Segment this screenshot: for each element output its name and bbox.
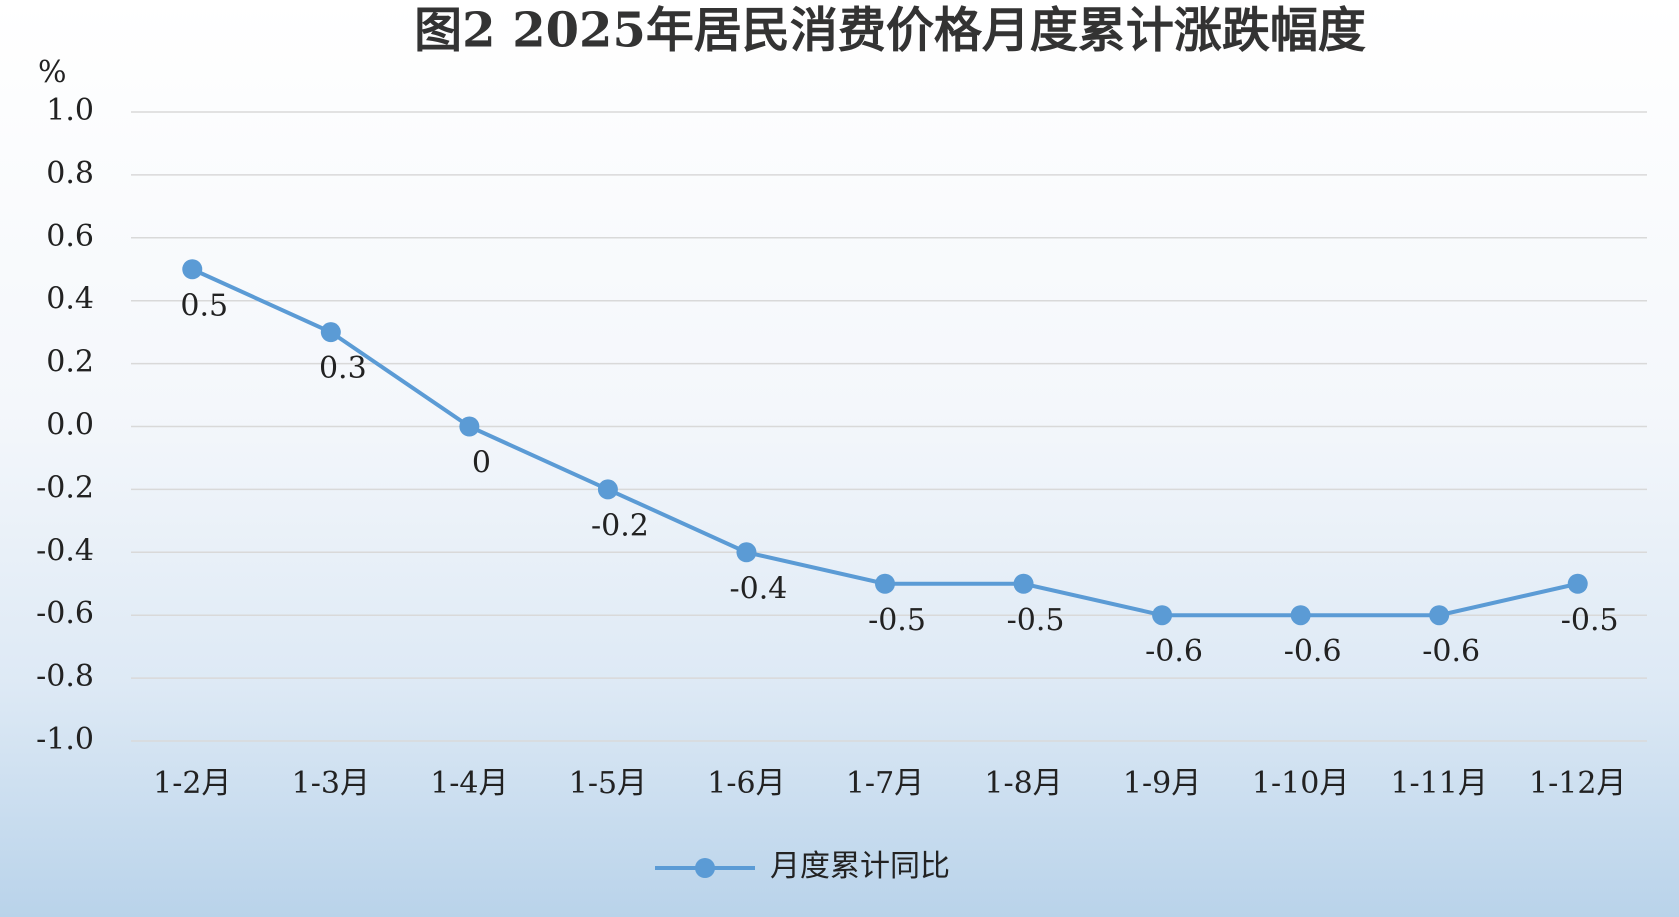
x-tick-label: 1-8月 <box>984 766 1062 801</box>
chart-title: 图2 2025年居民消费价格月度累计涨跌幅度 <box>414 3 1366 59</box>
data-label: -0.5 <box>1007 603 1065 638</box>
data-label: 0.5 <box>180 288 228 323</box>
data-label: -0.4 <box>730 571 788 606</box>
y-tick-label: 0.4 <box>46 282 94 317</box>
point <box>320 322 341 343</box>
point <box>1290 605 1311 626</box>
y-tick-label: -0.2 <box>36 470 94 505</box>
x-tick-label: 1-9月 <box>1123 766 1201 801</box>
x-tick-label: 1-4月 <box>430 766 508 801</box>
y-tick-label: -1.0 <box>36 722 94 757</box>
data-label: -0.6 <box>1145 634 1203 669</box>
data-label: -0.5 <box>868 603 926 638</box>
x-tick-label: 1-5月 <box>569 766 647 801</box>
data-label: -0.2 <box>591 508 649 543</box>
x-tick-label: 1-10月 <box>1252 766 1349 801</box>
y-tick-label: -0.4 <box>36 533 94 568</box>
y-tick-label: 0.8 <box>46 156 94 191</box>
y-tick-label: -0.6 <box>36 596 94 631</box>
x-tick-label: 1-11月 <box>1390 766 1487 801</box>
data-label: 0 <box>472 446 491 481</box>
y-tick-label: 1.0 <box>46 93 94 128</box>
y-tick-label: 0.0 <box>46 408 94 443</box>
point <box>1013 573 1034 594</box>
legend-marker <box>695 858 715 878</box>
y-tick-label: -0.8 <box>36 659 94 694</box>
y-tick-label: 0.2 <box>46 345 94 380</box>
line-series <box>191 267 1579 618</box>
point <box>597 479 618 500</box>
data-label: 0.3 <box>319 351 367 386</box>
data-label: -0.6 <box>1422 634 1480 669</box>
point <box>875 573 895 594</box>
x-tick-label: 1-6月 <box>707 766 785 801</box>
data-label: -0.5 <box>1561 603 1619 638</box>
x-tick-label: 1-7月 <box>846 766 924 801</box>
point <box>736 542 757 563</box>
y-tick-label: 0.6 <box>46 219 94 254</box>
point <box>1152 605 1173 626</box>
x-tick-label: 1-3月 <box>292 766 370 801</box>
x-tick-label: 1-12月 <box>1529 766 1626 801</box>
point <box>1567 573 1588 594</box>
x-tick-label: 1-2月 <box>153 766 231 801</box>
point <box>1429 605 1450 626</box>
data-label: -0.6 <box>1284 634 1342 669</box>
point <box>459 416 480 437</box>
legend-label: 月度累计同比 <box>770 849 950 884</box>
point <box>182 259 203 280</box>
y-axis-unit: % <box>38 55 67 90</box>
